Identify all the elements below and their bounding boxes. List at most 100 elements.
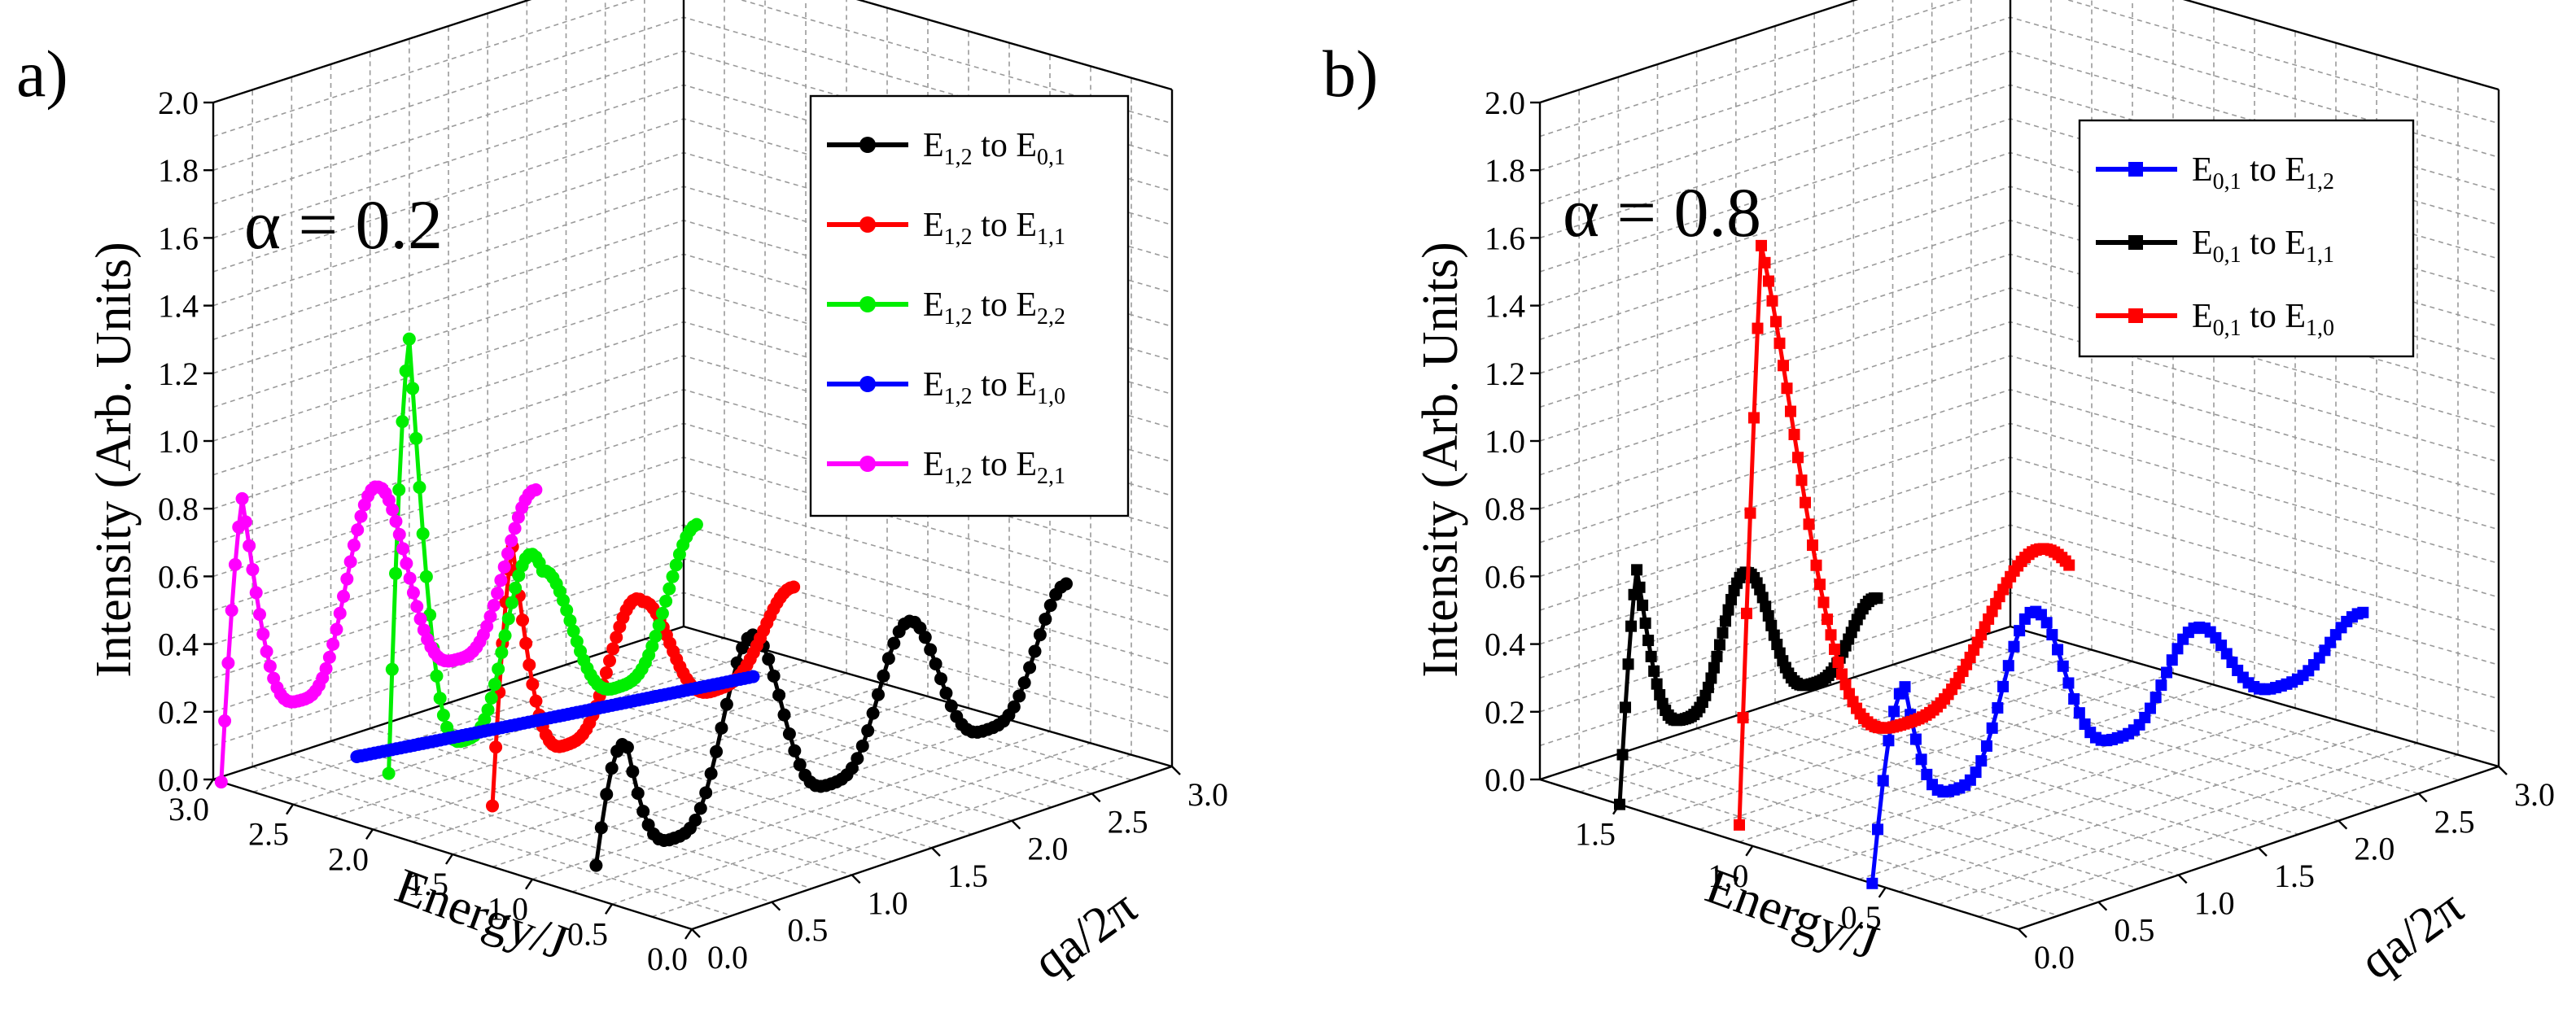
data-point [1625, 620, 1638, 632]
data-point [516, 613, 530, 627]
data-point [221, 656, 235, 670]
data-point [218, 714, 232, 728]
data-point [762, 653, 776, 666]
energy-tick-mark [605, 903, 613, 915]
wall-grid-line [1539, 355, 2499, 509]
legend-label: E1,2 to E0,1 [923, 127, 1065, 170]
legend-entry: E0,1 to E1,2 [2096, 151, 2334, 194]
qa-axis-label: qa/2π [2350, 880, 2473, 990]
data-point [1634, 581, 1646, 593]
data-point [1645, 650, 1657, 662]
qa-tick-mark [771, 901, 781, 911]
qa-tick-mark [2338, 819, 2348, 830]
data-point [389, 566, 403, 580]
data-point [489, 740, 503, 754]
data-point [557, 593, 571, 607]
data-point [631, 786, 645, 800]
data-point [2155, 679, 2167, 692]
data-point [1711, 650, 1723, 662]
data-point [715, 721, 728, 735]
legend-label-mid: to E [973, 127, 1037, 164]
legend-swatch-marker [2128, 308, 2143, 323]
legend-label-sub: 1,1 [2306, 242, 2334, 268]
data-point [508, 522, 522, 535]
z-tick-label: 1.8 [158, 152, 199, 189]
data-point [347, 539, 361, 552]
series-line [1737, 245, 2071, 825]
legend-label-sub: 0,1 [2213, 316, 2241, 341]
data-point [406, 382, 420, 395]
data-point [1642, 635, 1655, 647]
legend-swatch-marker [2128, 235, 2143, 250]
data-point [1023, 661, 1037, 675]
data-point [1986, 722, 1998, 734]
series-2,1 [214, 480, 543, 789]
data-point [399, 364, 413, 378]
data-point [2046, 629, 2058, 641]
qa-tick-label: 1.5 [2274, 858, 2315, 894]
energy-tick-label: 1.5 [1575, 816, 1616, 853]
legend-label: E0,1 to E1,2 [2192, 151, 2334, 194]
energy-tick-label: 1.0 [1708, 858, 1748, 894]
data-point [2068, 693, 2080, 705]
floor-grid-line [412, 683, 888, 843]
data-point [772, 688, 786, 702]
legend-label-main: E [923, 127, 944, 164]
qa-tick-mark [1171, 766, 1181, 775]
series-group [1614, 239, 2369, 889]
data-point [610, 631, 623, 644]
data-point [354, 509, 368, 523]
data-point [340, 572, 354, 586]
data-point [704, 766, 718, 780]
legend-label-mid: to E [2241, 151, 2306, 189]
legend-swatch-marker [859, 296, 876, 312]
data-point [1028, 644, 1042, 658]
qa-tick-label: 3.0 [1187, 776, 1228, 813]
wall-grid-line [1539, 524, 2499, 679]
axis-edge [212, 625, 684, 781]
data-point [1810, 559, 1822, 571]
data-point [260, 644, 273, 658]
energy-axis-label: Energy/J [388, 858, 575, 971]
energy-tick-mark [525, 879, 533, 890]
data-point [600, 788, 614, 801]
data-point [1017, 676, 1031, 690]
wall-grid-line [1539, 456, 2499, 611]
wall-grid-line [1539, 422, 2499, 578]
data-point [2161, 666, 2173, 679]
data-point [400, 557, 413, 570]
data-point [788, 744, 802, 757]
data-point [1737, 712, 1749, 724]
data-point [491, 587, 505, 600]
data-point [1975, 755, 1988, 767]
data-point [497, 560, 511, 574]
data-point [1637, 599, 1649, 611]
data-point [413, 612, 427, 626]
z-tick-label: 1.8 [1485, 152, 1525, 189]
data-point [1771, 639, 1783, 651]
data-point [1836, 668, 1848, 680]
data-point [228, 557, 242, 571]
data-point [2144, 702, 2156, 714]
data-point [1839, 679, 1852, 691]
z-tick-label: 1.2 [1485, 356, 1525, 392]
data-point [689, 517, 703, 531]
qa-tick-mark [851, 874, 861, 884]
legend-entry: E1,2 to E0,1 [827, 127, 1065, 170]
data-point [699, 786, 713, 800]
data-point [410, 600, 424, 613]
data-point [243, 539, 256, 552]
floor-grid-line [1931, 651, 2419, 795]
data-point [526, 678, 540, 692]
z-tick-label: 0.0 [1485, 762, 1525, 798]
data-point [620, 740, 634, 754]
legend-label-sub: 1,2 [944, 304, 973, 330]
legend-label-sub: 2,1 [1037, 464, 1065, 489]
data-point [396, 542, 410, 556]
data-point [389, 514, 403, 528]
legend-entry: E0,1 to E1,0 [2096, 298, 2334, 341]
z-tick-label: 0.2 [158, 694, 199, 731]
data-point [1756, 239, 1768, 251]
data-point [1756, 592, 1769, 604]
data-point [2062, 677, 2075, 689]
